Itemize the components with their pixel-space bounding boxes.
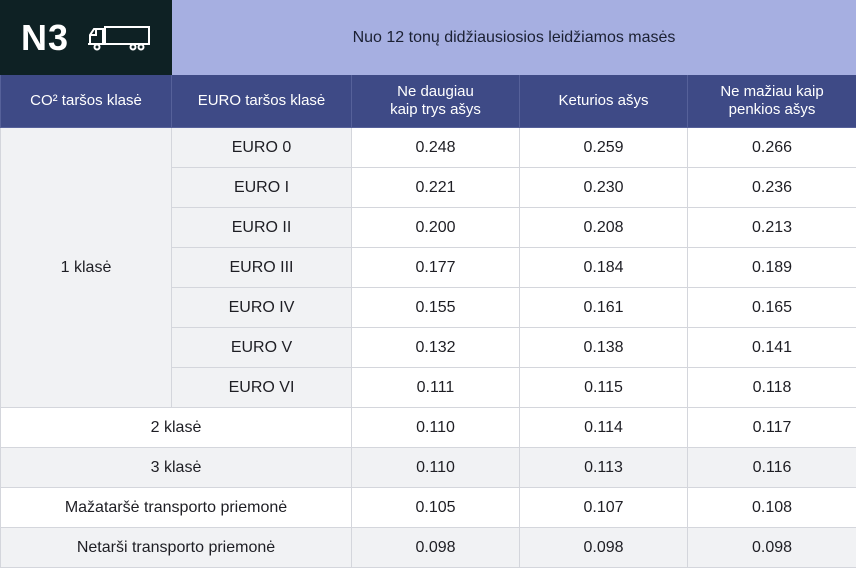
euro-class-cell: EURO 0 <box>171 127 352 168</box>
euro-class-cell: EURO II <box>171 207 352 248</box>
table-row: Mažataršė transporto priemonė 0.105 0.107 0… <box>0 487 856 528</box>
value-cell: 0.200 <box>351 207 520 248</box>
co2-class-cell: 1 klasė <box>0 127 172 408</box>
value-cell: 0.116 <box>686 447 856 488</box>
col-euro-class: EURO taršos klasė <box>171 74 352 128</box>
value-cell: 0.155 <box>351 287 520 328</box>
value-cell: 0.259 <box>519 127 688 168</box>
value-cell: 0.221 <box>351 167 520 208</box>
vehicle-category-code: N3 <box>21 16 70 58</box>
table-row: EURO IV 0.155 0.161 0.165 <box>1 287 856 328</box>
value-cell: 0.177 <box>351 247 520 288</box>
co2-class-cell: 3 klasė <box>0 447 352 488</box>
value-cell: 0.208 <box>519 207 688 248</box>
value-cell: 0.118 <box>686 367 856 408</box>
value-cell: 0.236 <box>686 167 856 208</box>
table-row: EURO VI 0.111 0.115 0.118 <box>1 367 856 408</box>
value-cell: 0.213 <box>686 207 856 248</box>
value-cell: 0.108 <box>686 487 856 528</box>
euro-class-cell: EURO IV <box>171 287 352 328</box>
euro-class-cell: EURO III <box>171 247 352 288</box>
euro-class-cell: EURO VI <box>171 367 352 408</box>
value-cell: 0.110 <box>351 447 520 488</box>
value-cell: 0.165 <box>686 287 856 328</box>
value-cell: 0.114 <box>519 407 688 448</box>
col-four-axles: Keturios ašys <box>519 74 688 128</box>
co2-class-cell: Netarši transporto priemonė <box>0 527 352 568</box>
value-cell: 0.105 <box>351 487 520 528</box>
value-cell: 0.141 <box>686 327 856 368</box>
vehicle-category-badge: N3 <box>0 0 172 75</box>
col-co2-class: CO² taršos klasė <box>0 74 172 128</box>
table-row: 2 klasė 0.110 0.114 0.117 <box>0 407 856 448</box>
value-cell: 0.248 <box>351 127 520 168</box>
table-row: EURO V 0.132 0.138 0.141 <box>1 327 856 368</box>
value-cell: 0.184 <box>519 247 688 288</box>
value-cell: 0.266 <box>686 127 856 168</box>
col-three-axles: Ne daugiau kaip trys ašys <box>351 74 520 128</box>
weight-category-heading: Nuo 12 tonų didžiausiosios leidžiamos ma… <box>170 0 856 75</box>
table-row: EURO II 0.200 0.208 0.213 <box>1 207 856 248</box>
value-cell: 0.113 <box>519 447 688 488</box>
value-cell: 0.138 <box>519 327 688 368</box>
table-row: 3 klasė 0.110 0.113 0.116 <box>0 447 856 488</box>
value-cell: 0.098 <box>519 527 688 568</box>
value-cell: 0.161 <box>519 287 688 328</box>
table-row: Netarši transporto priemonė 0.098 0.098 0.0… <box>0 527 856 568</box>
value-cell: 0.189 <box>686 247 856 288</box>
value-cell: 0.132 <box>351 327 520 368</box>
euro-class-cell: EURO V <box>171 327 352 368</box>
value-cell: 0.110 <box>351 407 520 448</box>
value-cell: 0.107 <box>519 487 688 528</box>
truck-icon <box>88 25 151 50</box>
value-cell: 0.115 <box>519 367 688 408</box>
value-cell: 0.117 <box>686 407 856 448</box>
co2-class-cell: 2 klasė <box>0 407 352 448</box>
value-cell: 0.230 <box>519 167 688 208</box>
table-row: 1 klasė EURO 0 0.248 0.259 0.266 <box>0 127 856 408</box>
value-cell: 0.111 <box>351 367 520 408</box>
value-cell: 0.098 <box>686 527 856 568</box>
value-cell: 0.098 <box>351 527 520 568</box>
co2-class-cell: Mažataršė transporto priemonė <box>0 487 352 528</box>
col-five-axles: Ne mažiau kaip penkios ašys <box>686 74 856 128</box>
euro-class-cell: EURO I <box>171 167 352 208</box>
